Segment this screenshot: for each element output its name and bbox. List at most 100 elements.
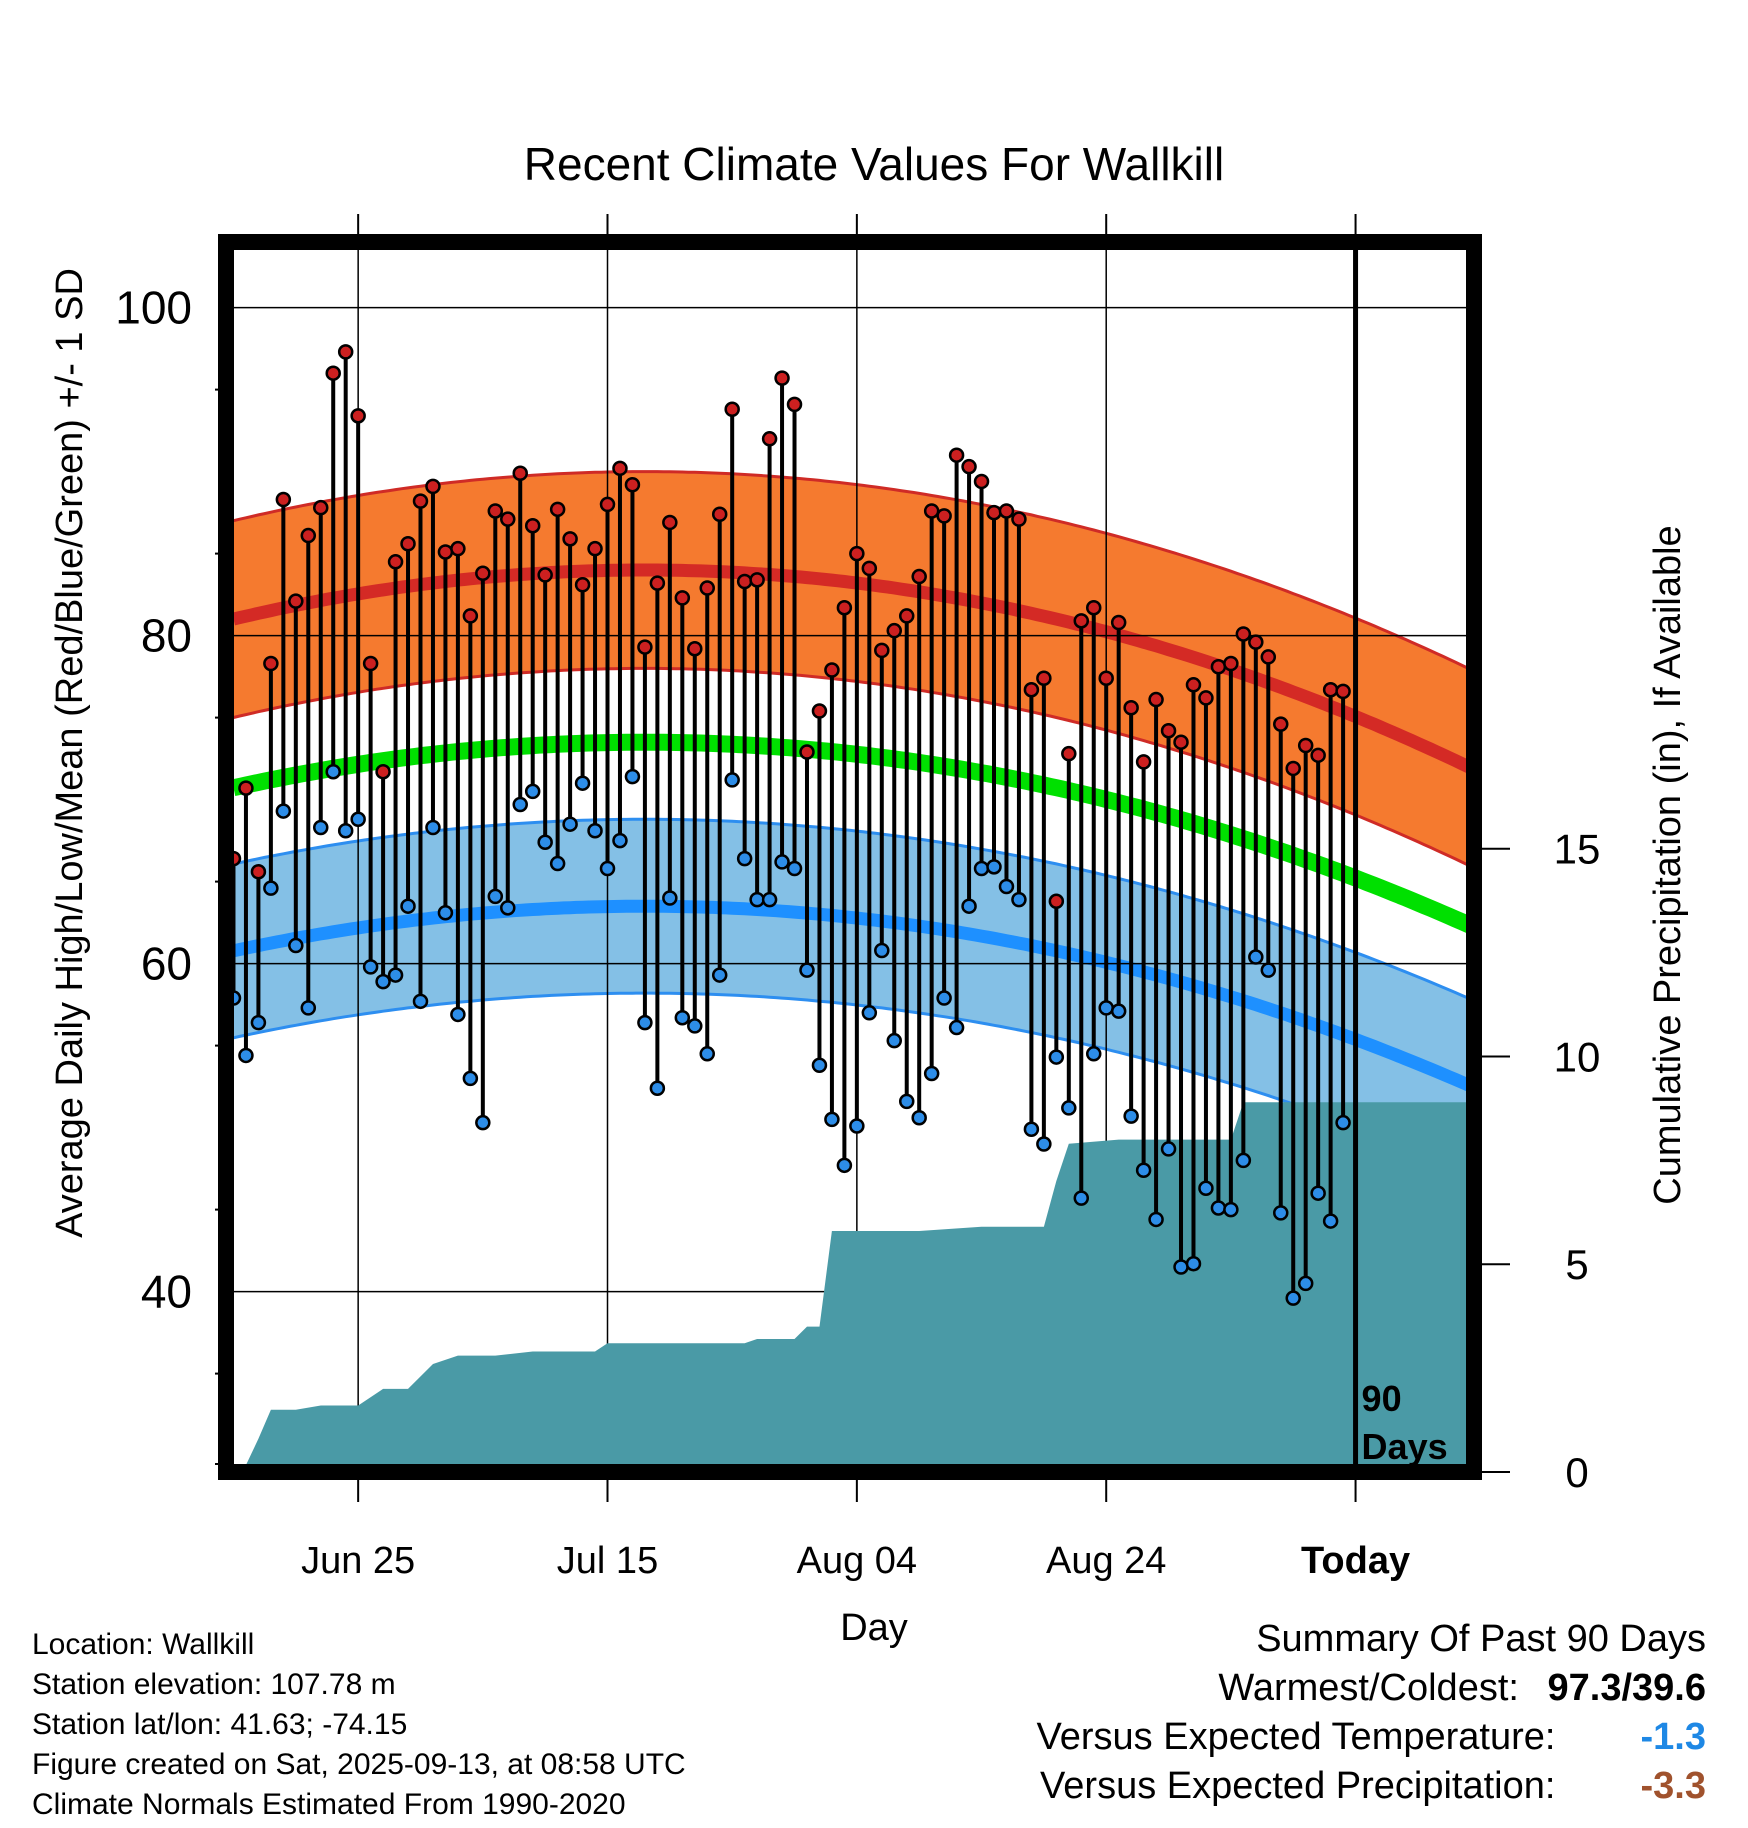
daily-low-point <box>387 967 404 983</box>
daily-high-point <box>699 580 715 596</box>
temp-departure-value: -1.3 <box>1640 1716 1706 1758</box>
daily-high-point <box>923 503 940 519</box>
daily-high-point <box>774 370 790 386</box>
daily-high-point <box>761 431 778 447</box>
y-tick-label: 40 <box>141 1266 192 1318</box>
daily-low-point <box>500 900 516 916</box>
daily-high-point <box>1135 754 1152 770</box>
daily-high-point <box>450 540 466 557</box>
daily-low-point <box>1011 891 1027 908</box>
daily-low-point <box>238 1047 254 1064</box>
daily-low-point <box>687 1018 703 1034</box>
daily-low-point <box>874 942 890 959</box>
x-tick-label: Aug 04 <box>797 1540 917 1582</box>
daily-low-point <box>512 796 528 813</box>
daily-low-point <box>624 768 641 785</box>
daily-high-point <box>1285 760 1301 777</box>
daily-high-point <box>574 577 591 593</box>
x-tick-label: Jun 25 <box>301 1540 415 1582</box>
daily-high-point <box>375 763 391 780</box>
daily-low-point <box>1198 1180 1214 1197</box>
daily-high-point <box>662 514 678 531</box>
daily-high-point <box>824 662 840 678</box>
daily-low-point <box>649 1080 666 1096</box>
chart-title: Recent Climate Values For Wallkill <box>524 138 1224 190</box>
daily-high-point <box>275 491 292 508</box>
daily-low-point <box>425 819 441 836</box>
daily-high-point <box>400 536 416 552</box>
latlon-text: Station lat/lon: 41.63; -74.15 <box>32 1708 408 1741</box>
daily-high-point <box>1310 747 1326 764</box>
daily-high-point <box>1048 893 1065 910</box>
days-annotation: Days <box>1362 1426 1448 1467</box>
daily-low-point <box>1073 1190 1090 1206</box>
daily-low-point <box>487 888 504 905</box>
normals-text: Climate Normals Estimated From 1990-2020 <box>32 1788 626 1821</box>
daily-low-point <box>288 937 304 954</box>
daily-high-point <box>1110 614 1127 631</box>
daily-high-point <box>1160 722 1177 739</box>
daily-low-point <box>1160 1141 1177 1157</box>
daily-low-point <box>437 905 454 921</box>
daily-low-point <box>1110 1003 1127 1019</box>
daily-high-point <box>325 365 341 381</box>
daily-low-point <box>1310 1185 1326 1201</box>
daily-high-point <box>524 517 541 534</box>
daily-low-point <box>923 1065 940 1082</box>
daily-high-point <box>1148 691 1164 708</box>
daily-high-point <box>724 401 740 418</box>
daily-low-point <box>774 854 790 870</box>
precip-departure-value: -3.3 <box>1640 1765 1706 1807</box>
daily-low-point <box>549 855 566 872</box>
daily-low-point <box>1048 1049 1065 1065</box>
plot-area: 90 Days 100 80 60 40 15 10 5 0 Jun 25 Jul 15 Aug 04 A… <box>115 214 1600 1582</box>
daily-low-point <box>537 834 553 850</box>
daily-high-point <box>736 573 753 590</box>
daily-high-point <box>549 501 566 518</box>
daily-low-point <box>786 860 803 877</box>
x-tick-label: Today <box>1301 1540 1410 1582</box>
daily-low-point <box>674 1009 691 1026</box>
daily-high-point <box>674 590 691 606</box>
daily-low-point <box>1098 1000 1114 1016</box>
daily-low-point <box>1297 1275 1314 1292</box>
daily-low-point <box>350 811 366 828</box>
daily-high-point <box>437 544 454 560</box>
daily-low-point <box>1085 1046 1102 1062</box>
daily-low-point <box>1185 1255 1202 1272</box>
precip-departure-label: Versus Expected Precipitation: <box>1040 1765 1556 1807</box>
daily-high-point <box>637 639 653 655</box>
daily-low-point <box>898 1093 915 1110</box>
daily-low-point <box>749 891 765 908</box>
y2-axis-label: Cumulative Precipitation (in), If Availa… <box>1647 525 1689 1204</box>
daily-low-point <box>400 898 416 914</box>
daily-low-point <box>861 1005 878 1021</box>
daily-low-point <box>1248 949 1264 965</box>
x-axis-label: Day <box>840 1607 908 1649</box>
daily-low-point <box>986 859 1002 875</box>
daily-high-point <box>711 506 728 522</box>
daily-low-point <box>412 993 429 1010</box>
daily-high-point <box>238 780 254 796</box>
daily-low-point <box>313 819 329 836</box>
daily-high-point <box>1061 745 1077 762</box>
daily-high-point <box>849 545 865 562</box>
daily-low-point <box>475 1114 491 1131</box>
daily-high-point <box>886 622 903 639</box>
temp-departure-label: Versus Expected Temperature: <box>1036 1716 1556 1758</box>
daily-low-point <box>375 973 391 990</box>
x-tick-label: Aug 24 <box>1046 1540 1166 1582</box>
station-info: Location: Wallkill Station elevation: 10… <box>32 1625 686 1825</box>
daily-low-point <box>1235 1152 1252 1169</box>
daily-high-point <box>811 703 828 719</box>
daily-low-point <box>1260 962 1277 978</box>
daily-high-point <box>425 478 441 495</box>
y2-tick-label: 5 <box>1565 1241 1588 1288</box>
elevation-text: Station elevation: 107.78 m <box>32 1668 396 1701</box>
daily-low-point <box>1285 1290 1301 1306</box>
daily-high-point <box>687 640 703 657</box>
daily-high-point <box>973 473 990 490</box>
daily-low-point <box>836 1157 853 1174</box>
precip-area <box>233 1102 1468 1472</box>
daily-low-point <box>662 890 678 906</box>
